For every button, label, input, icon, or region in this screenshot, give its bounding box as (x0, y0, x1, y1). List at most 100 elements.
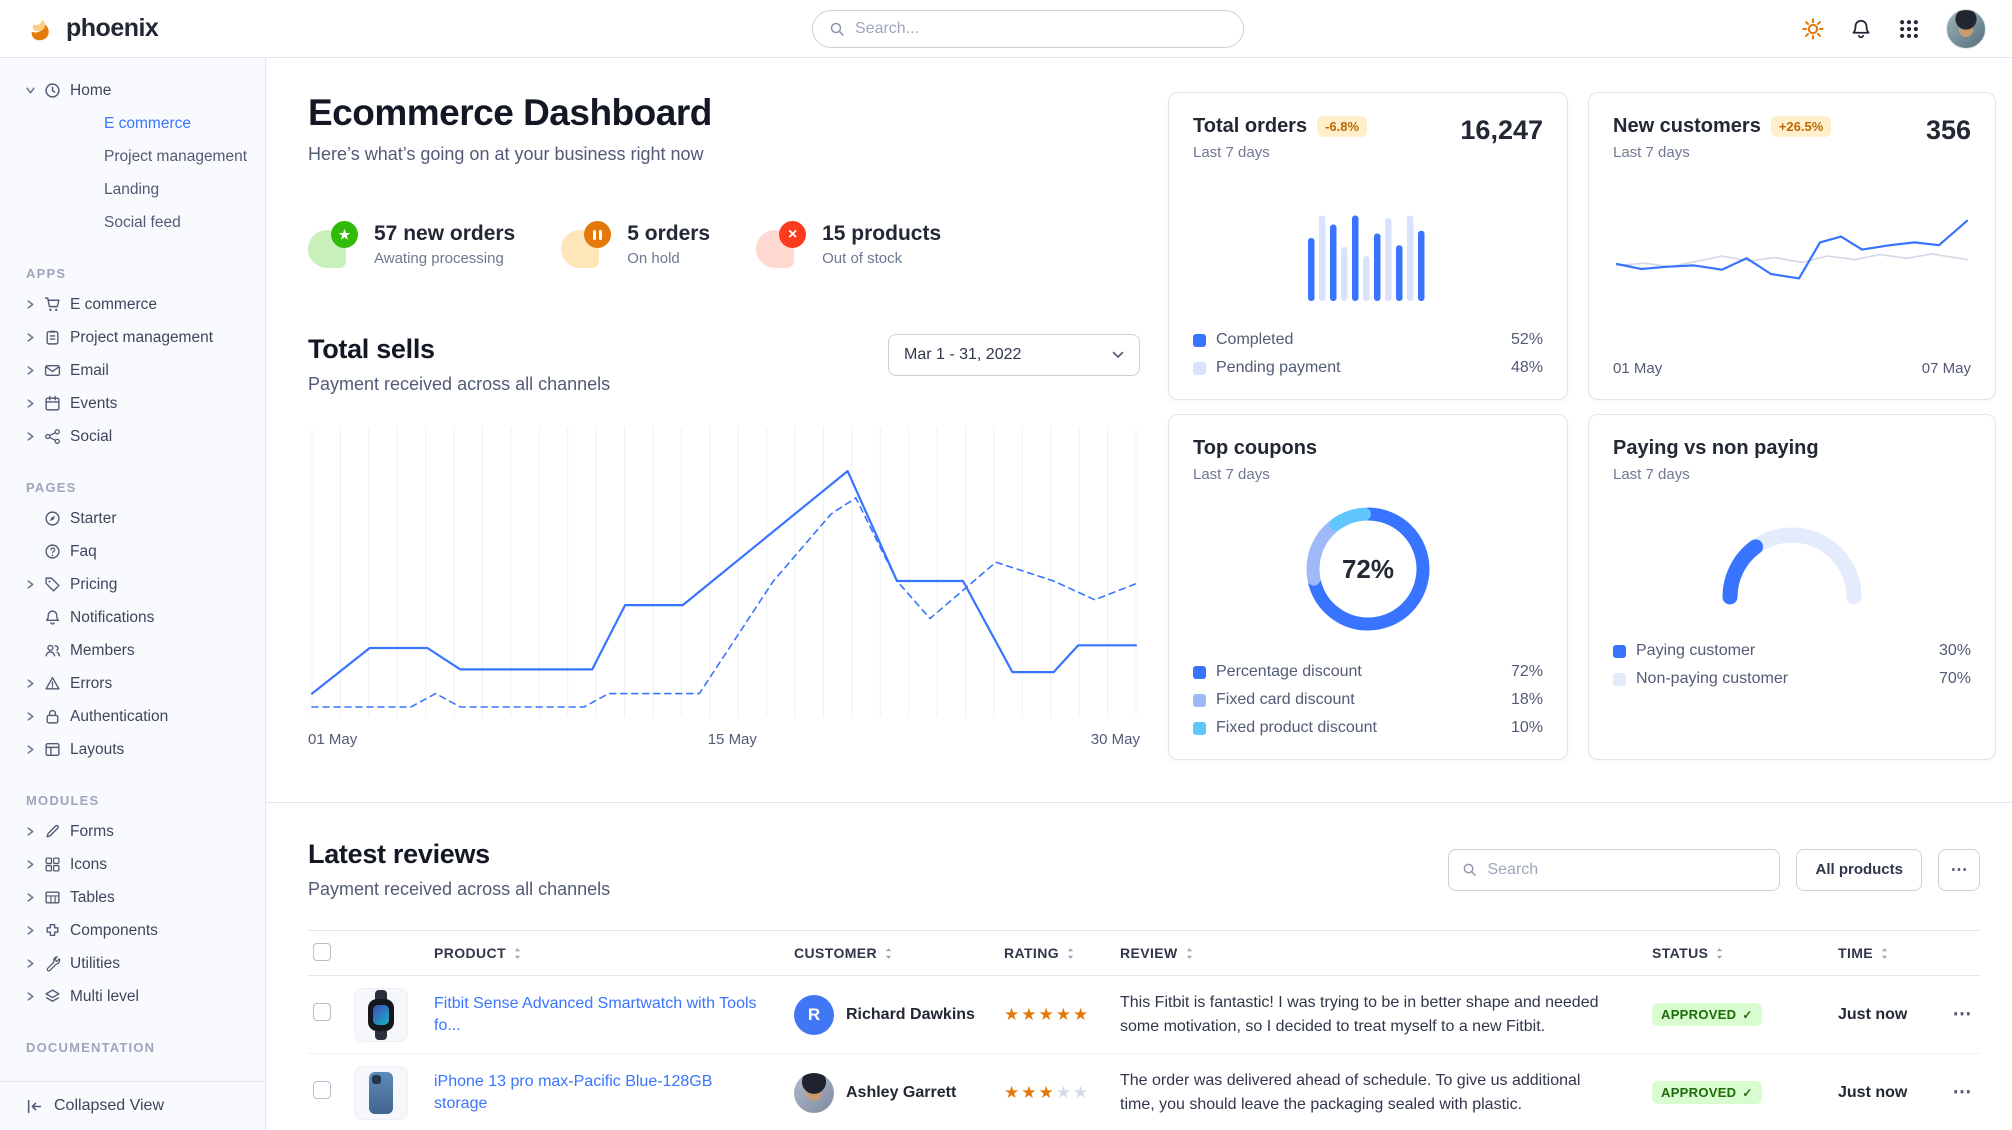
sidebar-item-layouts[interactable]: Layouts (0, 733, 265, 766)
search-icon (1462, 862, 1477, 877)
status-badge: APPROVED ✓ (1652, 1081, 1762, 1104)
legend-swatch (1193, 721, 1206, 735)
sidebar-item-tables[interactable]: Tables (0, 881, 265, 914)
sort-icon (1185, 947, 1194, 960)
sidebar-item-email[interactable]: Email (0, 354, 265, 387)
chevron-down-icon (1112, 351, 1124, 359)
layers-icon (44, 988, 61, 1005)
table-icon (44, 889, 61, 906)
customer-cell: R Richard Dawkins (794, 994, 1004, 1035)
sidebar-item-label: Authentication (70, 707, 169, 725)
sidebar-item-label: Tables (70, 888, 115, 906)
bell-icon (44, 609, 61, 626)
sidebar-item-authentication[interactable]: Authentication (0, 700, 265, 733)
legend-item: Percentage discount 72% (1193, 663, 1543, 681)
total-sells-title: Total sells (308, 334, 435, 364)
sidebar-item-pricing[interactable]: Pricing (0, 568, 265, 601)
legend-item: Fixed product discount 10% (1193, 719, 1543, 737)
table-row: iPhone 13 pro max-Pacific Blue-128GB sto… (308, 1054, 1980, 1130)
row-menu-button[interactable]: ⋯ (1952, 1082, 1972, 1103)
chevron-right-icon (26, 992, 35, 1001)
legend-item: Pending payment 48% (1193, 359, 1543, 377)
top-navbar: phoenix (0, 0, 2012, 58)
pause-badge-icon (561, 221, 613, 268)
paying-vs-non-paying-card: Paying vs non paying Last 7 days Paying … (1588, 414, 1996, 760)
sidebar-item-components[interactable]: Components (0, 914, 265, 947)
sidebar-item-events[interactable]: Events (0, 387, 265, 420)
brand-logo[interactable]: phoenix (26, 14, 159, 44)
card-value: 356 (1925, 115, 1971, 145)
legend-item: Fixed card discount 18% (1193, 691, 1543, 709)
latest-reviews-subtitle: Payment received across all channels (308, 879, 611, 899)
rating-stars: ★ ★ ★ ★ ★ (1004, 1005, 1091, 1024)
avatar: R (794, 994, 834, 1035)
row-checkbox[interactable] (313, 1081, 331, 1099)
card-title: New customers (1613, 115, 1761, 137)
sidebar-item-social-feed[interactable]: Social feed (104, 213, 181, 231)
sidebar-item-multi-level[interactable]: Multi level (0, 980, 265, 1013)
sidebar-item-landing[interactable]: Landing (104, 180, 160, 198)
bell-icon[interactable] (1850, 18, 1872, 40)
sort-icon (1715, 947, 1724, 960)
sidebar-item-project-management-app[interactable]: Project management (0, 321, 265, 354)
stat-value: 5 orders (627, 222, 711, 245)
row-menu-button[interactable]: ⋯ (1952, 1004, 1972, 1025)
product-link[interactable]: Fitbit Sense Advanced Smartwatch with To… (434, 994, 757, 1034)
users-icon (44, 642, 61, 659)
card-title: Top coupons (1193, 437, 1318, 459)
column-header-customer[interactable]: CUSTOMER (794, 945, 1004, 961)
column-header-review[interactable]: REVIEW (1120, 945, 1652, 961)
sidebar-item-forms[interactable]: Forms (0, 815, 265, 848)
mail-icon (44, 362, 61, 379)
column-header-rating[interactable]: RATING (1004, 945, 1120, 961)
sidebar-item-members[interactable]: Members (0, 634, 265, 667)
clipboard-icon (44, 329, 61, 346)
row-checkbox[interactable] (313, 1003, 331, 1021)
warning-triangle-icon (44, 675, 61, 692)
select-all-checkbox[interactable] (313, 942, 331, 961)
sidebar-item-starter[interactable]: Starter (0, 502, 265, 535)
stat-label: On hold (627, 250, 680, 267)
sidebar-item-faq[interactable]: Faq (0, 535, 265, 568)
avatar[interactable] (1946, 8, 1986, 49)
sidebar-item-label: Pricing (70, 575, 118, 593)
stat-out-of-stock: × 15 products Out of stock (756, 221, 941, 268)
sidebar-item-utilities[interactable]: Utilities (0, 947, 265, 980)
sidebar-item-home[interactable]: Home (0, 74, 265, 107)
more-options-button[interactable]: ⋯ (1938, 848, 1980, 891)
reviews-search-input[interactable] (1487, 860, 1767, 879)
sidebar-item-errors[interactable]: Errors (0, 667, 265, 700)
star-icon: ★ (338, 226, 351, 242)
sidebar-item-label: Events (70, 394, 118, 412)
stat-value: 15 products (822, 222, 942, 245)
sidebar-item-icons[interactable]: Icons (0, 848, 265, 881)
collapsed-view-toggle[interactable]: Collapsed View (0, 1081, 265, 1130)
lock-icon (44, 708, 61, 725)
stat-label: Awating processing (374, 250, 504, 267)
sidebar: Home E commerce Project management Landi… (0, 58, 266, 1130)
all-products-button[interactable]: All products (1796, 848, 1922, 891)
sidebar-item-project-management-dashboard[interactable]: Project management (104, 147, 248, 165)
sidebar-item-ecommerce-dashboard[interactable]: E commerce (104, 114, 191, 132)
sidebar-item-label: Errors (70, 674, 113, 692)
column-header-status[interactable]: STATUS (1652, 945, 1838, 961)
sidebar-item-social[interactable]: Social (0, 420, 265, 453)
card-period: Last 7 days (1193, 466, 1270, 483)
date-range-select[interactable]: Mar 1 - 31, 2022 (888, 334, 1140, 376)
sidebar-item-label: E commerce (70, 295, 157, 313)
sidebar-item-label: Layouts (70, 740, 125, 758)
column-header-product[interactable]: PRODUCT (434, 945, 794, 961)
product-link[interactable]: iPhone 13 pro max-Pacific Blue-128GB sto… (434, 1072, 713, 1112)
nine-dots-grid-icon[interactable] (1898, 18, 1920, 40)
theme-sun-icon[interactable] (1802, 18, 1824, 40)
legend-swatch (1193, 361, 1206, 375)
sidebar-item-notifications[interactable]: Notifications (0, 601, 265, 634)
sidebar-item-label: Multi level (70, 987, 139, 1005)
sidebar-item-ecommerce-app[interactable]: E commerce (0, 288, 265, 321)
column-header-time[interactable]: TIME (1838, 945, 1944, 961)
search-input[interactable] (855, 20, 1227, 38)
sidebar-item-label: Members (70, 641, 135, 659)
stat-new-orders: ★ 57 new orders Awating processing (308, 221, 515, 268)
legend-item: Paying customer 30% (1613, 642, 1971, 660)
review-time: Just now (1838, 1083, 1908, 1101)
